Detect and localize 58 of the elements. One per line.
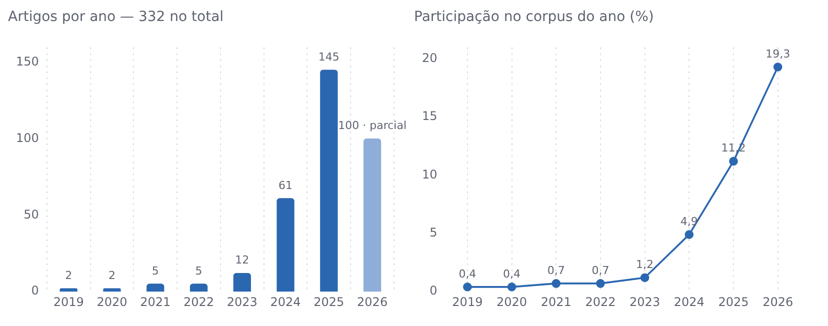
y-tick-label: 5 — [430, 226, 438, 240]
x-tick-label: 2022 — [183, 294, 214, 309]
data-label: 2 — [65, 268, 72, 282]
bar — [363, 138, 382, 292]
y-tick-label: 0 — [31, 284, 39, 298]
point — [507, 282, 516, 292]
y-tick-label: 50 — [24, 207, 39, 222]
point — [729, 156, 738, 166]
data-label: 100 · parcial — [338, 119, 406, 132]
x-tick-label: 2021 — [540, 294, 572, 309]
point — [463, 282, 472, 292]
bar — [60, 288, 78, 292]
data-label: 0,4 — [458, 267, 476, 280]
y-tick-label: 10 — [422, 167, 438, 182]
y-tick-label: 20 — [422, 50, 438, 65]
x-tick-label: 2021 — [140, 294, 171, 309]
x-tick-label: 2020 — [96, 294, 128, 309]
data-label: 5 — [195, 264, 202, 278]
x-tick-label: 2019 — [53, 294, 84, 309]
data-label: 0,7 — [592, 264, 610, 277]
y-tick-label: 100 — [16, 130, 39, 145]
data-label: 0,4 — [503, 267, 521, 280]
point — [552, 279, 561, 288]
x-tick-label: 2026 — [357, 294, 388, 309]
point — [684, 230, 694, 239]
x-tick-label: 2024 — [674, 294, 704, 309]
bar — [190, 284, 208, 292]
data-label: 2 — [108, 268, 116, 282]
x-tick-label: 2022 — [585, 294, 616, 309]
y-tick-label: 15 — [422, 109, 438, 124]
y-tick-label: 0 — [430, 284, 438, 298]
bar — [320, 70, 338, 292]
x-tick-label: 2024 — [270, 294, 301, 309]
bar — [276, 198, 294, 292]
data-label: 1,2 — [636, 258, 654, 271]
x-tick-label: 2023 — [630, 294, 660, 309]
y-tick-label: 150 — [16, 54, 39, 69]
x-tick-label: 2019 — [452, 294, 483, 309]
data-label: 4,9 — [680, 214, 698, 228]
chart-title: Artigos por ano — 332 no total — [8, 8, 225, 27]
point — [596, 279, 605, 288]
point — [640, 273, 650, 282]
x-tick-label: 2025 — [718, 294, 749, 309]
data-label: 19,3 — [766, 47, 790, 60]
x-tick-label: 2025 — [314, 294, 344, 309]
bar — [233, 272, 251, 292]
chart-title: Participação no corpus do ano (%) — [414, 8, 655, 27]
data-label: 61 — [278, 178, 293, 192]
x-tick-label: 2020 — [496, 294, 528, 309]
x-tick-label: 2026 — [762, 294, 794, 309]
data-label: 12 — [235, 254, 250, 267]
bar — [146, 284, 164, 292]
point — [773, 62, 782, 72]
data-label: 0,7 — [547, 264, 565, 277]
bar — [103, 288, 121, 292]
data-label: 145 — [318, 50, 340, 64]
data-label: 5 — [152, 264, 159, 278]
x-tick-label: 2023 — [226, 294, 258, 309]
